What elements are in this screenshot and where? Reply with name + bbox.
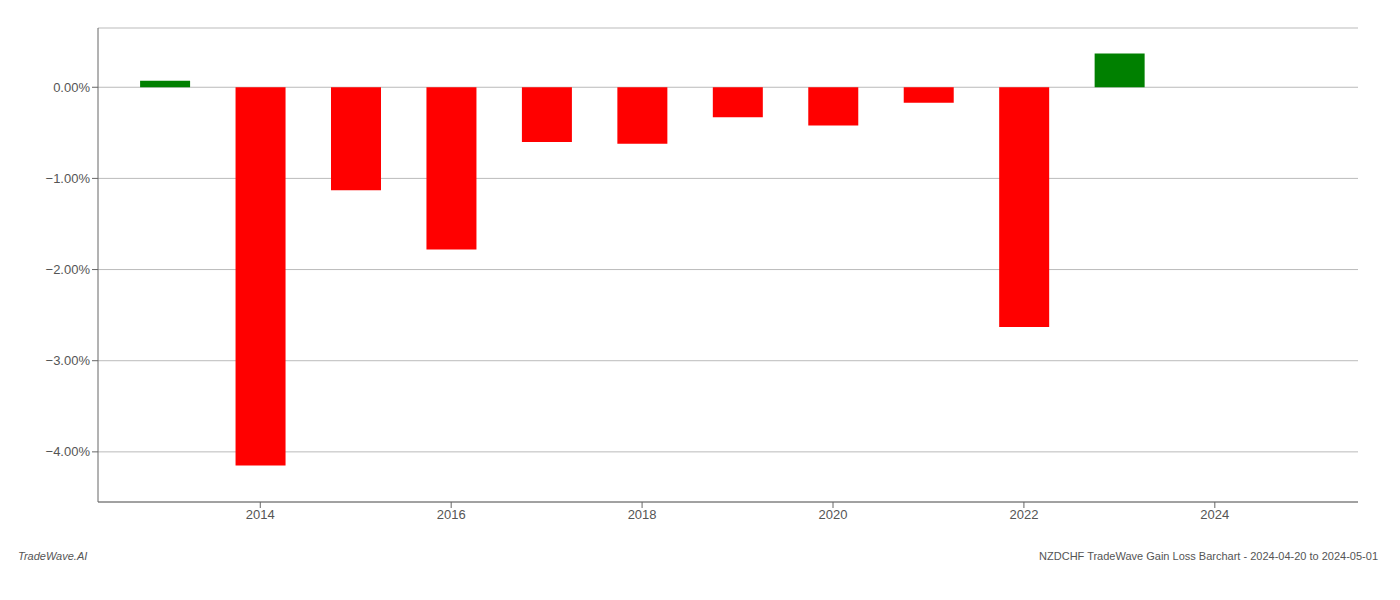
svg-text:2022: 2022 (1009, 507, 1038, 522)
svg-text:−2.00%: −2.00% (46, 262, 91, 277)
svg-text:2014: 2014 (246, 507, 275, 522)
svg-text:−4.00%: −4.00% (46, 444, 91, 459)
svg-text:2024: 2024 (1200, 507, 1229, 522)
html-text:NZDCHF TradeWave Gain Loss Bar: NZDCHF TradeWave Gain Loss Barchart - 20… (1039, 550, 1378, 562)
svg-text:−1.00%: −1.00% (46, 171, 91, 186)
svg-text:2018: 2018 (628, 507, 657, 522)
html-text:TradeWave.AI: TradeWave.AI (18, 550, 88, 562)
svg-text:2016: 2016 (437, 507, 466, 522)
svg-text:2020: 2020 (819, 507, 848, 522)
svg-text:0.00%: 0.00% (53, 80, 90, 95)
svg-text:−3.00%: −3.00% (46, 353, 91, 368)
